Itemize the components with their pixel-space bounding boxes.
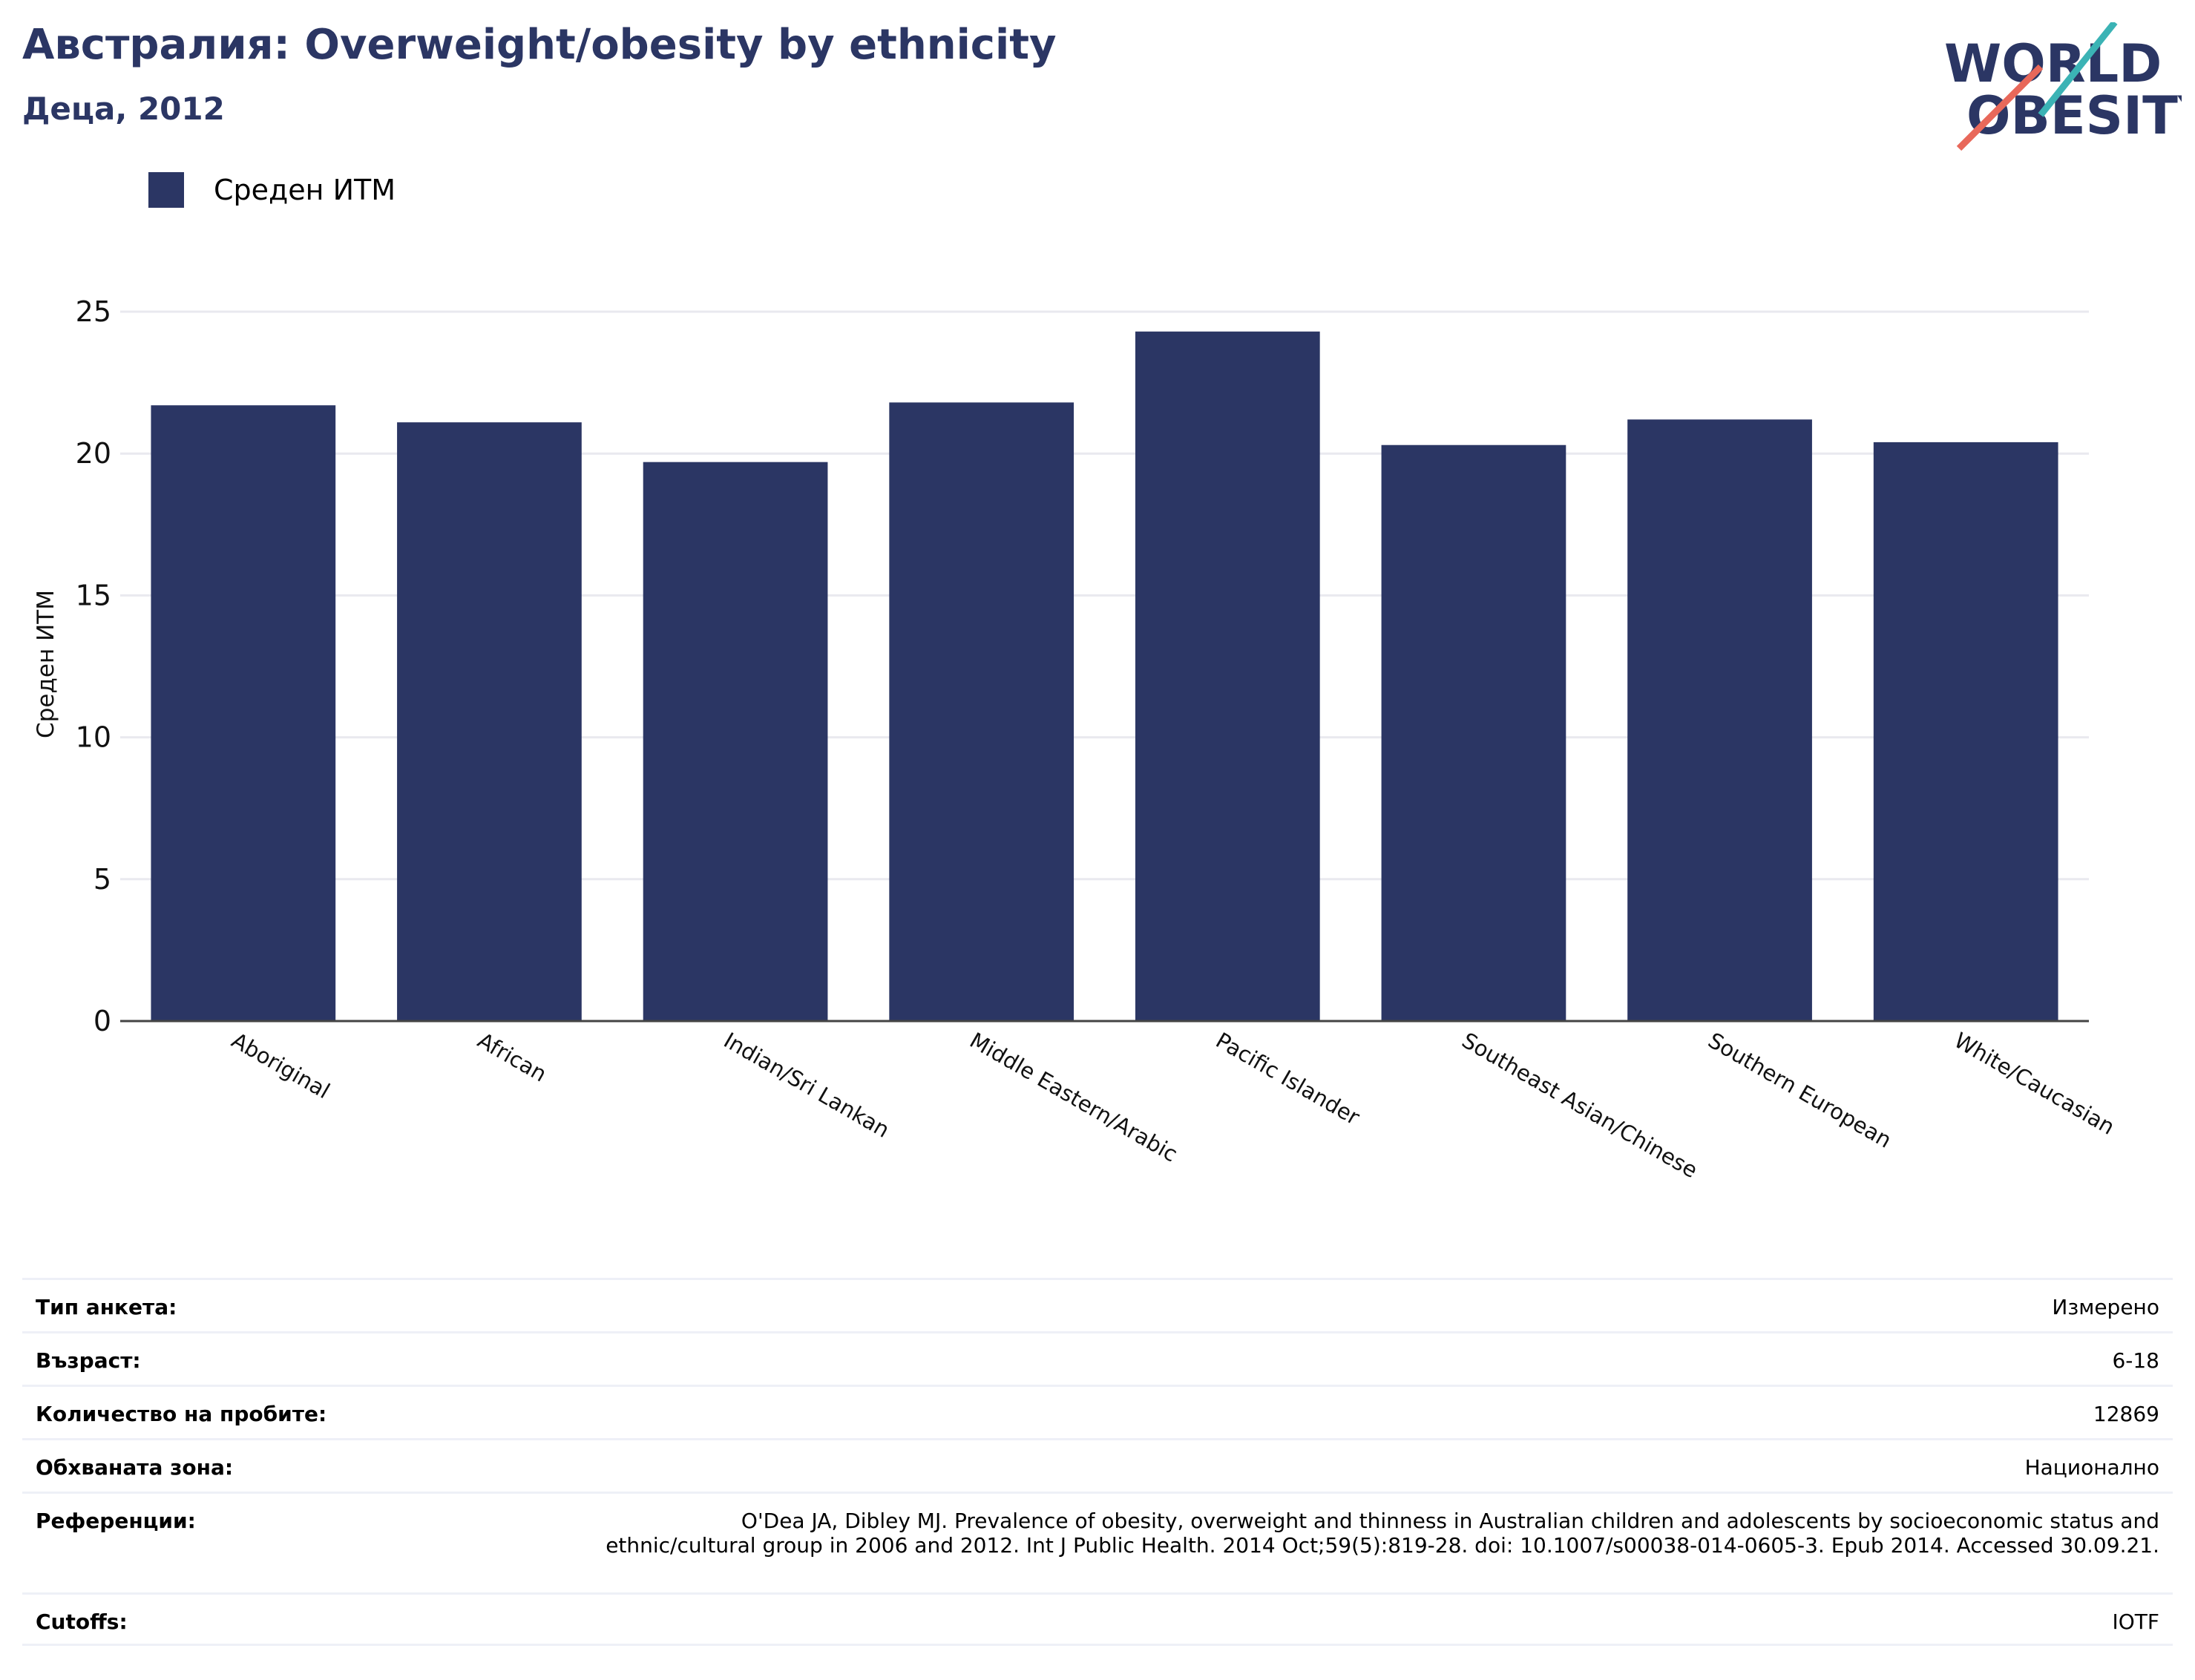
y-tick-label: 5 (93, 863, 111, 896)
meta-key: Обхваната зона: (36, 1455, 234, 1480)
legend-label: Среден ИТМ (214, 174, 396, 206)
chart-title: Австралия: Overweight/obesity by ethnici… (22, 21, 1057, 69)
meta-row-references: Референции: O'Dea JA, Dibley MJ. Prevale… (22, 1492, 2173, 1592)
bar (397, 422, 582, 1021)
bar (1627, 419, 1812, 1021)
x-tick-label: African (473, 1028, 551, 1087)
meta-value: Национално (2024, 1455, 2159, 1480)
meta-key: Възраст: (36, 1348, 141, 1373)
logo-line2: OBESITY (1966, 85, 2182, 146)
meta-value: Измерено (2052, 1295, 2159, 1319)
y-tick-label: 10 (76, 721, 111, 754)
meta-row-sample-size: Количество на пробите: 12869 (22, 1385, 2173, 1438)
meta-row-age: Възраст: 6-18 (22, 1331, 2173, 1385)
logo-line1: WORLD (1944, 33, 2162, 94)
meta-key: Cutoffs: (36, 1610, 128, 1634)
meta-row-survey-type: Тип анкета: Измерено (22, 1278, 2173, 1331)
x-tick-label: Indian/Sri Lankan (720, 1028, 894, 1143)
y-tick-label: 25 (76, 295, 111, 328)
bar (1135, 331, 1320, 1021)
x-tick-label: Pacific Islander (1212, 1028, 1364, 1130)
bar (151, 405, 336, 1021)
meta-value: O'Dea JA, Dibley MJ. Prevalence of obesi… (606, 1509, 2159, 1558)
bar-chart: 0 5 10 15 20 25 Aboriginal African Indian/Sri La… (33, 295, 2119, 1184)
bar (889, 402, 1074, 1021)
world-obesity-logo: WORLD OBESITY (1944, 22, 2182, 151)
x-tick-label: Aboriginal (227, 1028, 334, 1104)
x-tick-label: Middle Eastern/Arabic (965, 1028, 1181, 1167)
chart-subtitle: Деца, 2012 (22, 91, 225, 127)
meta-row-cutoffs: Cutoffs: IOTF (22, 1592, 2173, 1646)
meta-key: Референции: (36, 1509, 196, 1533)
bar (1873, 442, 2058, 1021)
metadata-table: Тип анкета: Измерено Възраст: 6-18 Колич… (22, 1278, 2173, 1646)
meta-key: Тип анкета: (36, 1295, 177, 1319)
x-tick-label: White/Caucasian (1950, 1028, 2119, 1140)
chart-legend: Среден ИТМ (148, 172, 396, 208)
meta-value: IOTF (2112, 1610, 2159, 1634)
bar (643, 462, 828, 1021)
meta-value: 6-18 (2112, 1348, 2159, 1373)
y-tick-label: 0 (93, 1005, 111, 1037)
meta-key: Количество на пробите: (36, 1402, 327, 1426)
bar (1381, 444, 1566, 1021)
y-tick-label: 15 (76, 579, 111, 611)
legend-swatch (148, 172, 184, 208)
x-tick-label: Southeast Asian/Chinese (1457, 1028, 1702, 1184)
x-tick-label: Southern European (1704, 1028, 1896, 1153)
y-tick-label: 20 (76, 437, 111, 470)
y-axis-label: Среден ИТМ (33, 590, 59, 738)
meta-value: 12869 (2093, 1402, 2159, 1426)
meta-row-area: Обхваната зона: Национално (22, 1438, 2173, 1492)
